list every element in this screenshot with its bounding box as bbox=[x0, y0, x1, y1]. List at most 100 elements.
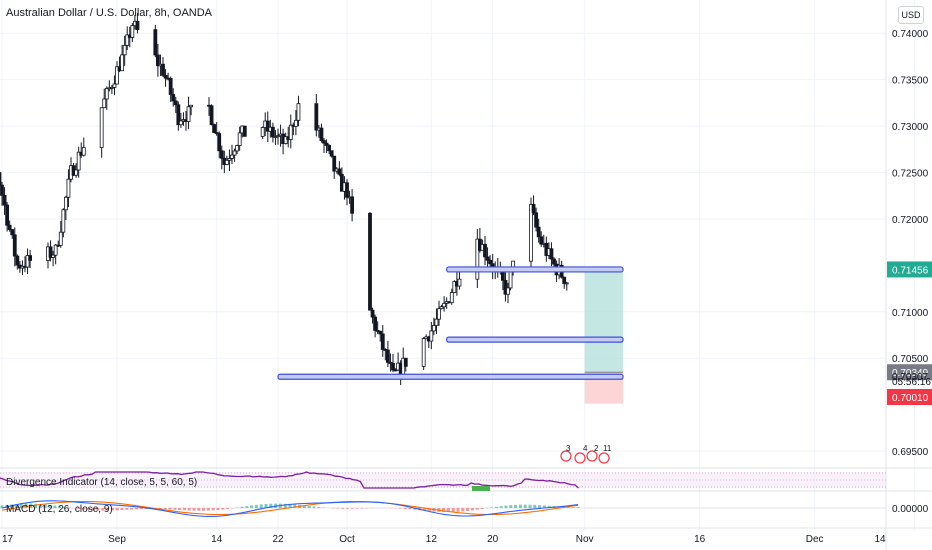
price-tick-label: 0.72500 bbox=[892, 169, 929, 180]
candle-body bbox=[373, 316, 378, 331]
macd-histogram-bar bbox=[106, 508, 110, 511]
divergence-indicator-label[interactable]: Divergence Indicator (14, close, 5, 5, 6… bbox=[6, 477, 198, 488]
currency-button[interactable]: USD bbox=[898, 6, 924, 24]
price-tick-label: 0.74000 bbox=[892, 29, 929, 40]
candle-body bbox=[227, 158, 232, 161]
macd-histogram-bar bbox=[509, 505, 513, 508]
candle-body bbox=[503, 279, 508, 295]
candle-body bbox=[15, 255, 20, 266]
price-badge bbox=[887, 389, 932, 405]
macd-histogram-bar bbox=[91, 508, 95, 511]
event-count: 4 bbox=[583, 444, 588, 453]
candle-body bbox=[74, 169, 79, 176]
macd-histogram-bar bbox=[523, 504, 527, 508]
macd-histogram-bar bbox=[302, 505, 306, 508]
candle-body bbox=[109, 86, 114, 89]
macd-histogram-bar bbox=[62, 506, 66, 508]
candle-body bbox=[5, 204, 10, 226]
macd-histogram-bar bbox=[24, 503, 28, 508]
price-badge-label: 0.70349 bbox=[892, 368, 929, 379]
macd-pane bbox=[0, 500, 886, 517]
macd-histogram-bar bbox=[514, 504, 518, 508]
time-axis: 17 Sep 14 22 Oct 12 20 Nov 16 Dec 14 bbox=[2, 534, 886, 545]
macd-histogram-bar bbox=[187, 508, 191, 511]
candle-body bbox=[449, 292, 454, 304]
level-bar bbox=[446, 336, 624, 343]
macd-histogram-bar bbox=[120, 508, 124, 511]
time-tick-label: 17 bbox=[2, 534, 14, 545]
candle-body bbox=[155, 54, 160, 67]
macd-histogram-bar bbox=[547, 505, 551, 508]
macd-histogram-bar bbox=[499, 506, 503, 508]
macd-histogram-bar bbox=[254, 504, 258, 508]
macd-histogram-bar bbox=[446, 508, 450, 513]
macd-histogram-bar bbox=[451, 508, 455, 513]
macd-indicator-label[interactable]: MACD (12, 26, close, 9) bbox=[6, 504, 113, 515]
price-tick-label: 0.73000 bbox=[892, 122, 929, 133]
macd-signal-line bbox=[1, 500, 579, 516]
macd-histogram-bar bbox=[403, 508, 407, 509]
time-tick-label: Nov bbox=[576, 534, 594, 545]
candle-body bbox=[212, 124, 217, 134]
price-tick-label: 0.73500 bbox=[892, 76, 929, 87]
candle-body bbox=[319, 127, 324, 141]
time-tick-label: 14 bbox=[874, 534, 886, 545]
candle-body bbox=[115, 66, 119, 85]
divergence-signal bbox=[472, 486, 490, 491]
candle-body bbox=[393, 369, 398, 372]
candle-body bbox=[48, 246, 53, 258]
macd-histogram-bar bbox=[110, 508, 114, 511]
macd-histogram-bar bbox=[576, 507, 580, 508]
candle-body bbox=[214, 132, 219, 135]
candle-body bbox=[562, 276, 567, 284]
macd-histogram-bar bbox=[288, 504, 292, 508]
price-tick-label: 0.70500 bbox=[892, 354, 929, 365]
time-tick-label: 22 bbox=[272, 534, 284, 545]
macd-histogram-bar bbox=[571, 507, 575, 508]
candle-body bbox=[25, 255, 30, 268]
candle-body bbox=[368, 212, 372, 311]
macd-histogram-bar bbox=[158, 508, 162, 510]
event-marker bbox=[560, 450, 572, 462]
candle-body bbox=[120, 54, 125, 72]
candle-body bbox=[536, 226, 541, 238]
candle-body bbox=[153, 29, 158, 56]
candle-body bbox=[125, 34, 130, 46]
macd-histogram-bar bbox=[226, 508, 230, 509]
candle-body bbox=[260, 127, 265, 137]
candle-body bbox=[531, 204, 536, 214]
candle-body bbox=[51, 254, 56, 258]
candle-body bbox=[66, 178, 71, 198]
macd-histogram-bar bbox=[139, 508, 143, 510]
price-badge-label: 0.70010 bbox=[892, 393, 929, 404]
macd-histogram-bar bbox=[250, 505, 254, 508]
candle-body bbox=[235, 145, 240, 152]
macd-histogram-bar bbox=[101, 508, 105, 511]
macd-histogram-bar bbox=[413, 508, 417, 510]
candle-body bbox=[219, 150, 224, 159]
macd-histogram-bar bbox=[221, 508, 225, 510]
time-tick-label: 20 bbox=[487, 534, 499, 545]
candle-body bbox=[58, 231, 63, 246]
macd-histogram-bar bbox=[48, 504, 52, 508]
candle-body bbox=[53, 244, 58, 256]
candle-body bbox=[378, 330, 383, 335]
macd-histogram-bar bbox=[269, 503, 273, 508]
candle-body bbox=[130, 25, 135, 38]
candle-body bbox=[0, 184, 4, 196]
macd-histogram-bar bbox=[264, 503, 268, 508]
macd-histogram-bar bbox=[283, 503, 287, 508]
event-marker bbox=[574, 452, 586, 464]
candle-body bbox=[161, 63, 165, 76]
macd-histogram-bar bbox=[19, 503, 23, 508]
macd-histogram-bar bbox=[566, 506, 570, 508]
macd-histogram-bar bbox=[43, 504, 47, 508]
macd-histogram-bar bbox=[245, 506, 249, 508]
macd-histogram-bar bbox=[312, 506, 316, 508]
macd-histogram-bar bbox=[466, 508, 470, 511]
macd-histogram-bar bbox=[134, 508, 138, 510]
macd-histogram-bar bbox=[53, 505, 57, 508]
price-axis: 0.74000 0.73500 0.73000 0.72500 0.72000 0.710… bbox=[887, 29, 932, 515]
